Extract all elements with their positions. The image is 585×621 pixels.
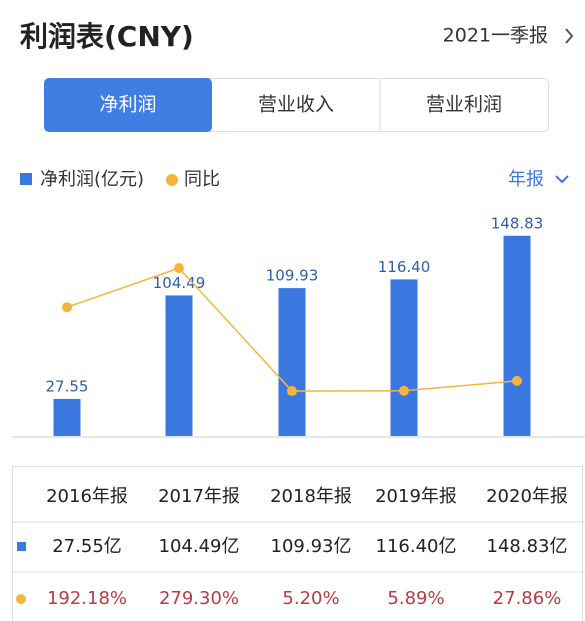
- line-point: [287, 386, 297, 397]
- table-cell: 104.49亿: [159, 536, 240, 557]
- bar: [53, 398, 81, 436]
- period-button[interactable]: 2021一季报: [443, 25, 548, 47]
- table-header: 2017年报: [158, 486, 240, 507]
- tab[interactable]: 净利润: [99, 94, 156, 116]
- table-header: 2019年报: [375, 486, 457, 507]
- chevron: [555, 175, 569, 184]
- tab[interactable]: 营业利润: [426, 94, 502, 116]
- tab[interactable]: 营业收入: [258, 94, 334, 116]
- table-header: 2020年报: [486, 486, 568, 507]
- legend-label: 净利润(亿元): [40, 169, 144, 190]
- bar: [278, 288, 306, 436]
- bar-label: 109.93: [266, 267, 319, 285]
- bar-label: 148.83: [491, 214, 544, 232]
- bar: [503, 235, 531, 436]
- line-point: [174, 263, 184, 274]
- bar-label: 116.40: [378, 258, 431, 276]
- row-icon: [17, 542, 26, 551]
- page-title: 利润表(CNY): [20, 20, 194, 53]
- legend-swatch: [166, 174, 178, 186]
- table-cell: 116.40亿: [376, 536, 457, 557]
- table-header: 2018年报: [270, 486, 352, 507]
- table-cell: 148.83亿: [487, 536, 568, 557]
- row-icon: [16, 594, 26, 604]
- bar-label: 104.49: [153, 274, 206, 292]
- period-selector[interactable]: 年报: [508, 169, 544, 190]
- table-cell: 192.18%: [47, 588, 127, 609]
- line-point: [512, 375, 522, 386]
- legend-swatch: [20, 173, 32, 185]
- table-cell: 27.55亿: [52, 536, 122, 557]
- table-cell: 279.30%: [159, 588, 239, 609]
- bar-label: 27.55: [46, 377, 89, 395]
- table-header: 2016年报: [46, 486, 128, 507]
- line-point: [62, 302, 72, 313]
- table-cell: 5.20%: [282, 588, 339, 609]
- chevron: [565, 28, 574, 44]
- bar: [165, 295, 193, 436]
- table-cell: 5.89%: [387, 588, 444, 609]
- table-cell: 27.86%: [493, 588, 562, 609]
- table-border: [12, 466, 583, 621]
- table-cell: 109.93亿: [271, 536, 352, 557]
- legend-label: 同比: [184, 169, 220, 190]
- tab-active: [44, 78, 212, 132]
- bar: [390, 279, 418, 436]
- line-point: [399, 385, 409, 396]
